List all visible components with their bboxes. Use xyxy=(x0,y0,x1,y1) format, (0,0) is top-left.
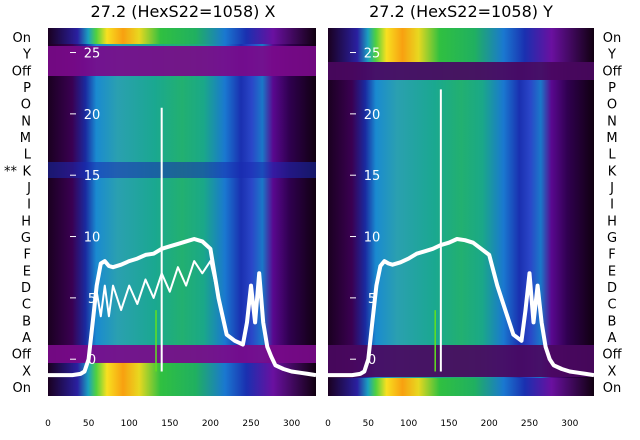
right-row-label: On xyxy=(603,31,621,46)
right-row-label: F xyxy=(608,248,615,263)
right-top-hot-band xyxy=(328,28,594,62)
left-off-band-bottom xyxy=(48,345,316,363)
right-row-label: M xyxy=(606,131,617,146)
right-x-tick-label: 250 xyxy=(521,419,538,429)
right-x-tick-label: 150 xyxy=(440,419,457,429)
row-marker-label: ** xyxy=(4,164,18,179)
left-y-tick-label: 0 xyxy=(88,353,96,368)
left-row-label: K xyxy=(22,164,31,179)
right-y-tick-label: 10 xyxy=(364,231,381,246)
right-x-tick-label: 100 xyxy=(400,419,417,429)
left-row-label: J xyxy=(26,181,31,196)
left-row-label: Y xyxy=(22,48,31,63)
left-x-tick-label: 0 xyxy=(45,419,51,429)
right-x-tick-label: 200 xyxy=(481,419,498,429)
right-row-label: J xyxy=(609,181,614,196)
left-bottom-hot-band xyxy=(48,362,316,396)
left-series-line-2 xyxy=(87,260,220,360)
left-row-label: L xyxy=(24,148,32,163)
left-row-label: C xyxy=(22,298,31,313)
right-row-label: Off xyxy=(602,64,622,79)
axis-labels: 0 50 100 150 200 250 3000510152025OnYOffPONMLK… xyxy=(4,31,623,429)
right-series-line-1 xyxy=(328,237,594,378)
left-row-label: E xyxy=(23,264,31,279)
right-off-band-top xyxy=(328,62,594,80)
left-y-tick-label: 15 xyxy=(84,169,101,184)
left-row-label: O xyxy=(21,98,31,113)
right-row-label: K xyxy=(608,164,617,179)
right-plot-marks xyxy=(328,89,594,378)
left-row-label: On xyxy=(13,381,31,396)
right-row-label: On xyxy=(603,381,621,396)
right-row-label: X xyxy=(608,364,617,379)
right-row-label: P xyxy=(608,81,616,96)
left-plot-marks xyxy=(48,107,316,378)
left-y-tick-label: 25 xyxy=(84,47,101,62)
right-x-tick-label: 50 xyxy=(363,419,375,429)
left-row-label: A xyxy=(22,331,31,346)
left-row-label: M xyxy=(20,131,31,146)
left-panel-title: 27.2 (HexS22=1058) X xyxy=(91,2,276,21)
left-top-hot-band xyxy=(48,28,316,44)
right-heatmap-background xyxy=(328,28,594,396)
left-y-tick-label: 20 xyxy=(84,108,101,123)
left-row-label: Off xyxy=(12,348,32,363)
left-off-band-top xyxy=(48,46,316,76)
left-x-tick-label: 150 xyxy=(161,419,178,429)
right-x-tick-label: 300 xyxy=(561,419,578,429)
left-row-label: D xyxy=(21,281,31,296)
left-row-label: Off xyxy=(12,64,32,79)
right-row-label: G xyxy=(607,231,617,246)
right-row-label: Off xyxy=(602,348,622,363)
left-x-tick-label: 50 xyxy=(83,419,95,429)
right-row-label: C xyxy=(607,298,616,313)
right-y-tick-label: 25 xyxy=(364,47,381,62)
left-row-label: X xyxy=(22,364,31,379)
left-x-tick-label: 200 xyxy=(202,419,219,429)
left-row-label: F xyxy=(24,248,31,263)
right-row-label: L xyxy=(608,148,616,163)
right-row-label: H xyxy=(607,214,617,229)
left-row-label: N xyxy=(21,114,31,129)
left-row-label: P xyxy=(23,81,31,96)
left-row-label: On xyxy=(13,31,31,46)
left-y-tick-label: 5 xyxy=(88,292,96,307)
left-row-label: I xyxy=(27,198,31,213)
left-x-tick-label: 100 xyxy=(121,419,138,429)
right-row-label: O xyxy=(607,98,617,113)
left-x-tick-label: 250 xyxy=(242,419,259,429)
left-y-tick-label: 10 xyxy=(84,231,101,246)
left-row-label: G xyxy=(21,231,31,246)
right-x-tick-label: 0 xyxy=(325,419,331,429)
right-row-label: E xyxy=(608,264,616,279)
right-row-label: Y xyxy=(607,48,616,63)
right-panel-title: 27.2 (HexS22=1058) Y xyxy=(369,2,553,21)
right-y-tick-label: 15 xyxy=(364,169,381,184)
right-row-label: B xyxy=(608,314,617,329)
left-heatmap-background xyxy=(48,28,316,396)
right-y-tick-label: 20 xyxy=(364,108,381,123)
right-row-label: N xyxy=(607,114,617,129)
right-row-label: A xyxy=(608,331,617,346)
left-k-band xyxy=(48,162,316,178)
left-heatmap-panel xyxy=(48,28,316,396)
right-y-tick-label: 0 xyxy=(368,353,376,368)
right-row-label: D xyxy=(607,281,617,296)
left-x-tick-label: 300 xyxy=(283,419,300,429)
right-heatmap-panel xyxy=(328,28,594,396)
left-row-label: B xyxy=(22,314,31,329)
right-y-tick-label: 5 xyxy=(368,292,376,307)
left-row-label: H xyxy=(21,214,31,229)
right-bottom-hot-band xyxy=(328,378,594,396)
right-row-label: I xyxy=(610,198,614,213)
